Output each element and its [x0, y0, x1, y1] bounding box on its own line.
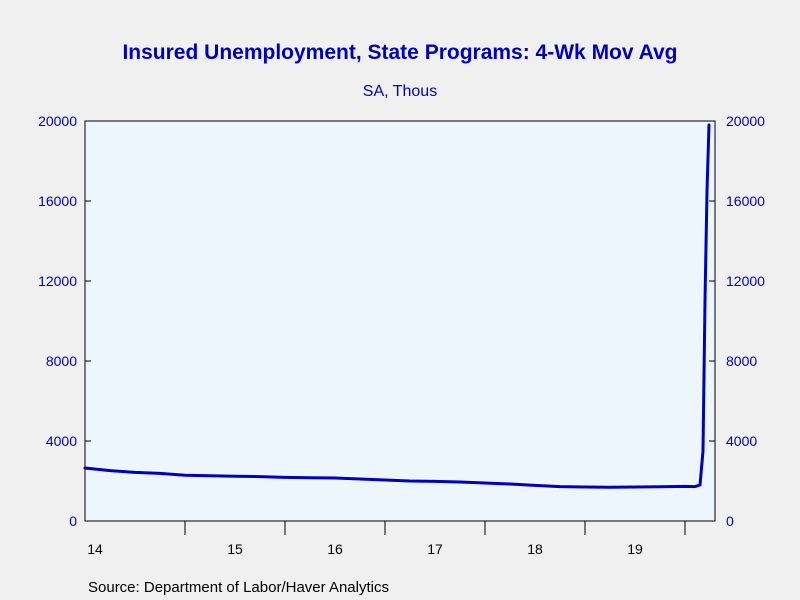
chart-subtitle: SA, Thous: [363, 83, 437, 100]
y-tick-label-left: 20000: [38, 113, 77, 129]
x-tick-label: 15: [227, 541, 243, 557]
y-tick-label-right: 20000: [726, 113, 765, 129]
y-tick-label-left: 16000: [38, 193, 77, 209]
x-tick-label: 18: [527, 541, 543, 557]
source-note: Source: Department of Labor/Haver Analyt…: [88, 579, 389, 596]
x-tick-label: 16: [327, 541, 343, 557]
y-axis-right: 0 4000 8000 12000 16000 20000: [709, 113, 765, 529]
chart-title: Insured Unemployment, State Programs: 4-…: [122, 41, 677, 64]
y-tick-label-right: 0: [726, 513, 734, 529]
y-tick-label-right: 16000: [726, 193, 765, 209]
series-group: [83, 123, 711, 489]
y-tick-label-right: 8000: [726, 353, 757, 369]
y-tick-label-left: 8000: [46, 353, 77, 369]
y-tick-label-left: 12000: [38, 273, 77, 289]
y-tick-label-right: 12000: [726, 273, 765, 289]
x-axis: 14 15 16 17 18 19: [87, 521, 686, 557]
x-tick-label: 17: [427, 541, 443, 557]
y-tick-label-left: 0: [69, 513, 77, 529]
y-tick-label-right: 4000: [726, 433, 757, 449]
plot-area: [84, 120, 716, 522]
x-tick-label: 14: [87, 541, 103, 557]
y-tick-label-left: 4000: [46, 433, 77, 449]
series-line: [83, 123, 711, 489]
y-axis-left: 0 4000 8000 12000 16000 20000: [38, 113, 91, 529]
x-tick-label: 19: [627, 541, 643, 557]
